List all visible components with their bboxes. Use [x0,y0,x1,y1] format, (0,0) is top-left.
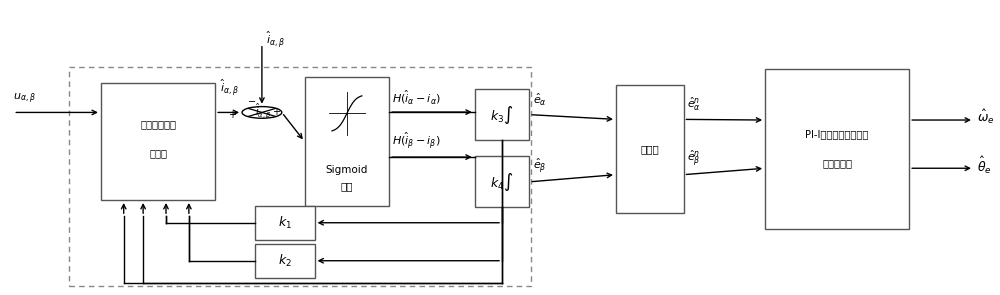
Circle shape [242,106,282,118]
Text: 观测器: 观测器 [149,148,167,158]
Text: $k_4\int$: $k_4\int$ [490,171,514,193]
Text: $+$: $+$ [228,109,237,120]
Text: $\hat{i}_{\alpha,\beta}+$: $\hat{i}_{\alpha,\beta}+$ [255,102,281,120]
Text: $\hat{\theta}_e$: $\hat{\theta}_e$ [977,155,992,176]
Text: $\hat{e}^n_{\beta}$: $\hat{e}^n_{\beta}$ [687,148,700,168]
Bar [616,85,684,213]
Bar [69,67,531,286]
Text: 函数: 函数 [341,182,353,192]
Text: $\hat{e}^n_{\alpha}$: $\hat{e}^n_{\alpha}$ [687,96,700,113]
Bar [101,83,215,200]
Text: 位置观测器: 位置观测器 [822,159,852,168]
Text: $k_2$: $k_2$ [278,253,292,269]
Text: $\hat{i}_{\alpha,\beta}$: $\hat{i}_{\alpha,\beta}$ [266,29,285,50]
Bar [255,206,315,240]
Text: $\hat{e}_{\beta}$: $\hat{e}_{\beta}$ [533,157,547,176]
Text: $\hat{\omega}_e$: $\hat{\omega}_e$ [977,108,994,126]
Text: $H(\hat{i}_{\beta}-i_{\beta})$: $H(\hat{i}_{\beta}-i_{\beta})$ [392,130,441,151]
Text: 归一化: 归一化 [640,144,659,154]
Text: $H(\hat{i}_{\alpha}-i_{\alpha})$: $H(\hat{i}_{\alpha}-i_{\alpha})$ [392,88,441,106]
Text: $k_3\int$: $k_3\int$ [490,104,514,126]
Text: Sigmoid: Sigmoid [326,165,368,175]
Bar [305,77,389,206]
Bar [475,89,529,140]
Text: $u_{\alpha,\beta}$: $u_{\alpha,\beta}$ [13,92,36,106]
Bar [255,244,315,278]
Text: $\hat{i}_{\alpha,\beta}$: $\hat{i}_{\alpha,\beta}$ [220,77,239,98]
Text: $-$: $-$ [247,95,257,105]
Text: $k_1$: $k_1$ [278,215,292,231]
Bar [475,156,529,207]
Text: PI-I结构的锁相环类型: PI-I结构的锁相环类型 [805,129,869,139]
Text: $\hat{e}_{\alpha}$: $\hat{e}_{\alpha}$ [533,92,547,108]
Text: 滑模反电动势: 滑模反电动势 [140,119,176,129]
Bar [765,69,909,229]
